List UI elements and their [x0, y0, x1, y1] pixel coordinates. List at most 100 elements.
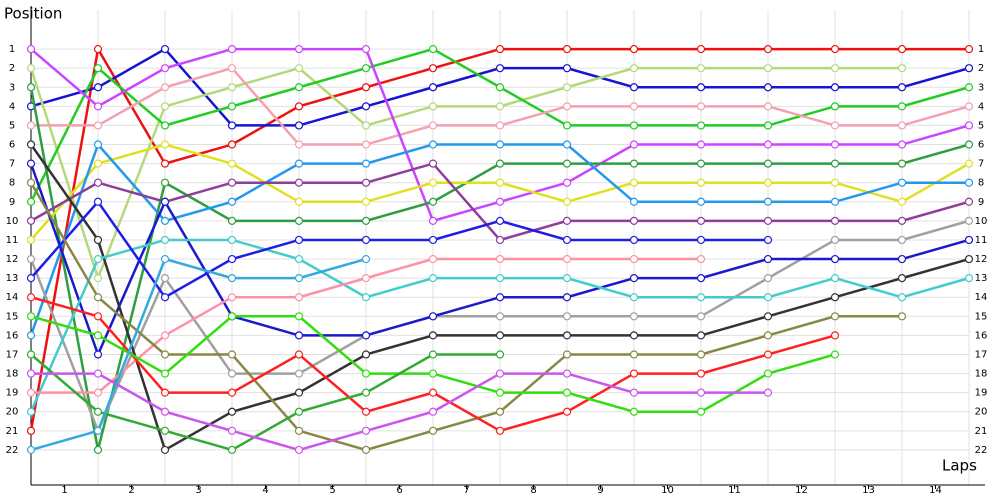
lap-marker — [428, 426, 438, 435]
y-tick-label: 7 — [978, 159, 984, 170]
y-tick-label: 9 — [978, 197, 984, 208]
lap-marker — [160, 350, 170, 359]
lap-marker — [562, 312, 572, 321]
lap-marker — [629, 159, 639, 168]
lap-marker — [26, 178, 36, 187]
lap-marker — [93, 426, 103, 435]
series-line — [30, 257, 367, 452]
lap-marker — [26, 312, 36, 321]
lap-marker — [428, 254, 438, 264]
lap-marker — [160, 426, 170, 435]
lap-marker — [696, 312, 706, 321]
lap-marker — [696, 407, 706, 416]
lap-marker — [629, 369, 639, 378]
lap-marker — [696, 44, 706, 54]
lap-marker — [428, 197, 438, 206]
lap-marker — [495, 293, 505, 302]
y-tick-label: 3 — [978, 82, 984, 93]
lap-marker — [495, 407, 505, 416]
lap-marker — [227, 197, 237, 206]
y-tick-label: 5 — [978, 120, 984, 131]
lap-marker — [763, 197, 773, 206]
lap-marker — [428, 369, 438, 378]
x-tick-label: 2 — [128, 485, 134, 496]
lap-marker — [26, 331, 36, 340]
lap-marker — [495, 197, 505, 206]
lap-marker — [361, 102, 371, 111]
lap-marker — [361, 254, 371, 264]
lap-marker — [629, 293, 639, 302]
lap-marker — [294, 350, 304, 359]
y-tick-label: 2 — [978, 63, 984, 74]
lap-marker — [227, 64, 237, 73]
lap-marker — [629, 312, 639, 321]
y-tick-label: 13 — [975, 273, 988, 284]
y-tick-label: 22 — [975, 445, 988, 456]
lap-marker — [696, 102, 706, 111]
lap-marker — [629, 407, 639, 416]
lap-marker — [294, 331, 304, 340]
lap-marker — [763, 388, 773, 397]
lap-marker — [495, 369, 505, 378]
lap-marker — [227, 44, 237, 54]
lap-marker — [897, 197, 907, 206]
lap-marker — [629, 64, 639, 73]
lap-marker — [696, 64, 706, 73]
lap-marker — [629, 102, 639, 111]
lap-marker — [160, 178, 170, 187]
lap-marker — [428, 44, 438, 54]
lap-marker — [495, 388, 505, 397]
y-tick-label: 13 — [6, 273, 19, 284]
lap-marker — [93, 121, 103, 130]
lap-marker — [830, 159, 840, 168]
lap-marker — [562, 140, 572, 149]
lap-marker — [562, 293, 572, 302]
lap-marker — [227, 140, 237, 149]
lap-marker — [428, 350, 438, 359]
y-tick-label: 6 — [978, 140, 984, 151]
lap-marker — [294, 254, 304, 264]
lap-marker — [964, 44, 974, 54]
lap-marker — [361, 445, 371, 455]
lap-marker — [562, 235, 572, 245]
lap-marker — [227, 426, 237, 435]
lap-marker — [830, 331, 840, 340]
plot-area — [26, 44, 974, 455]
x-tick-label: 4 — [262, 485, 268, 496]
lap-marker — [294, 407, 304, 416]
lap-marker — [964, 178, 974, 187]
lap-marker — [629, 178, 639, 187]
lap-marker — [763, 312, 773, 321]
lap-marker — [897, 44, 907, 54]
lap-marker — [93, 312, 103, 321]
lap-marker — [93, 102, 103, 111]
y-tick-label: 16 — [975, 330, 988, 341]
x-tick-label: 3 — [195, 485, 201, 496]
lap-marker — [361, 293, 371, 302]
y-tick-label: 12 — [6, 254, 19, 265]
lap-marker — [26, 83, 36, 92]
lap-marker — [763, 274, 773, 283]
lap-marker — [495, 235, 505, 245]
y-tick-label: 9 — [9, 197, 15, 208]
lap-marker — [495, 426, 505, 435]
lap-marker — [629, 121, 639, 130]
lap-marker — [696, 178, 706, 187]
lap-marker — [964, 121, 974, 130]
lap-marker — [93, 64, 103, 73]
y-tick-label: 1 — [9, 44, 15, 55]
lap-marker — [495, 64, 505, 73]
lap-marker — [93, 235, 103, 245]
lap-marker — [93, 350, 103, 359]
lap-marker — [227, 235, 237, 245]
lap-marker — [428, 407, 438, 416]
lap-marker — [227, 102, 237, 111]
lap-marker — [227, 293, 237, 302]
lap-marker — [294, 64, 304, 73]
lap-marker — [495, 83, 505, 92]
lap-marker — [160, 235, 170, 245]
lap-marker — [361, 350, 371, 359]
y-tick-label: 22 — [6, 445, 19, 456]
y-tick-label: 4 — [978, 101, 984, 112]
lap-marker — [495, 312, 505, 321]
